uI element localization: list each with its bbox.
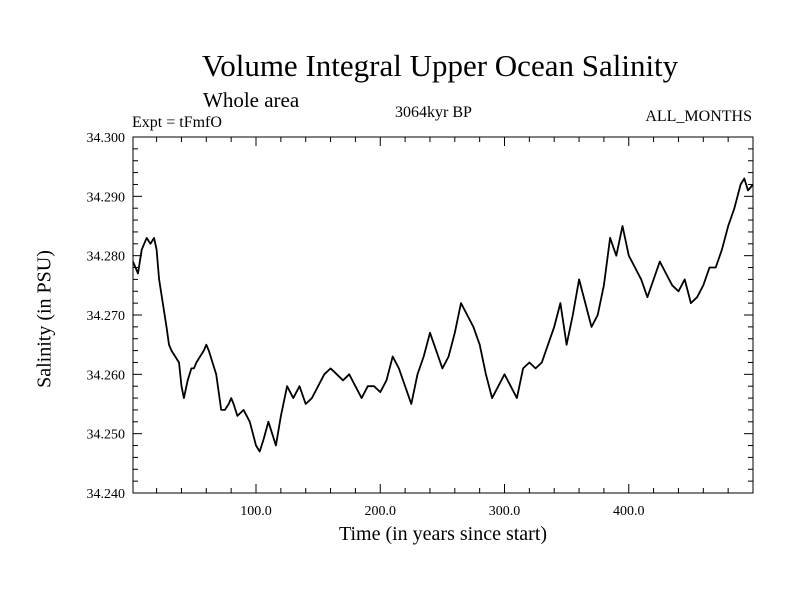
x-tick-label: 400.0	[613, 504, 645, 519]
series-line-salinity	[132, 177, 754, 453]
x-tick-label: 200.0	[365, 504, 397, 519]
x-tick-label: 100.0	[240, 504, 272, 519]
series-layer	[132, 177, 754, 453]
y-tick-label: 34.280	[87, 250, 126, 265]
y-tick-label: 34.300	[87, 131, 126, 146]
y-axis-ticks: 34.240 34.250 34.260 34.270 34.280 34.290 34.3…	[87, 131, 753, 502]
period-label: 3064kyr BP	[395, 104, 472, 121]
x-axis-ticks: 100.0 200.0 300.0 400.0	[156, 137, 729, 519]
y-tick-label: 34.240	[87, 487, 126, 502]
chart-subtitle: Whole area	[203, 88, 300, 112]
chart-title: Volume Integral Upper Ocean Salinity	[201, 48, 679, 83]
y-tick-label: 34.270	[87, 309, 126, 324]
y-tick-label: 34.250	[87, 428, 126, 443]
y-tick-label: 34.290	[87, 190, 126, 205]
months-label: ALL_MONTHS	[645, 108, 752, 125]
plot-frame	[132, 136, 754, 494]
y-tick-label: 34.260	[87, 368, 126, 383]
x-tick-label: 300.0	[489, 504, 521, 519]
x-axis-label: Time (in years since start)	[338, 523, 548, 545]
experiment-label: Expt = tFmfO	[132, 114, 222, 131]
